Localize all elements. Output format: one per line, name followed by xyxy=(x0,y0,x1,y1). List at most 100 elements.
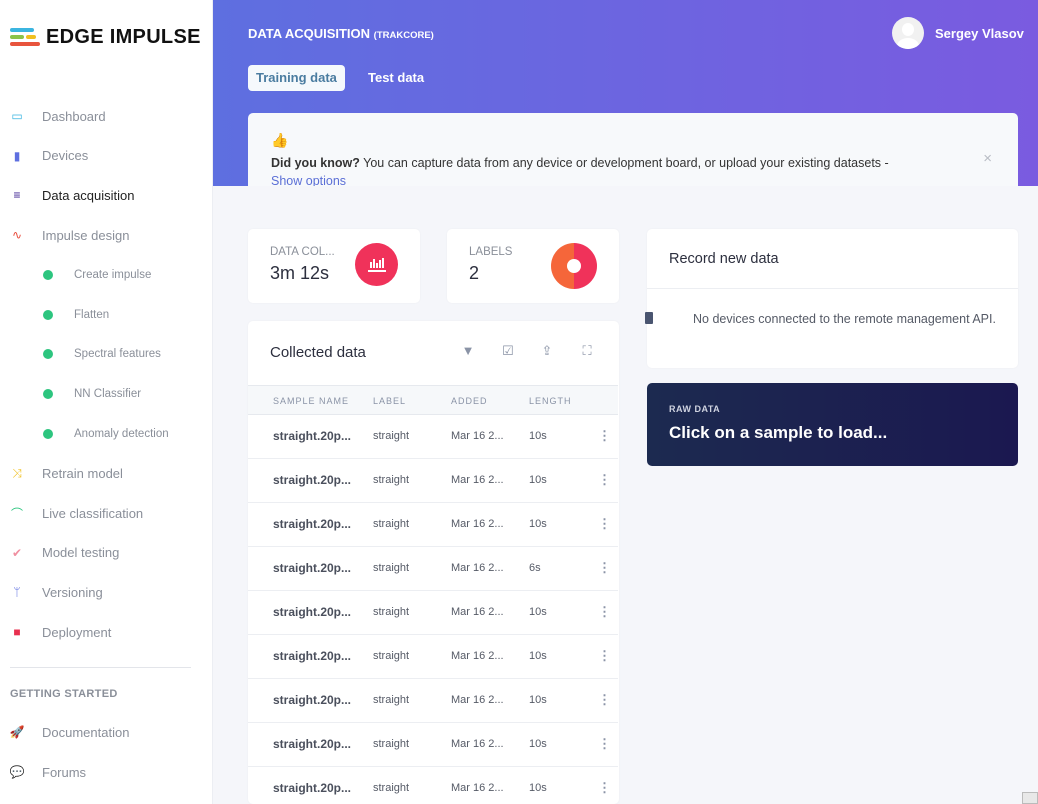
tab-training-data[interactable]: Training data xyxy=(248,65,345,91)
sidebar-item-dashboard[interactable]: ▭ Dashboard xyxy=(0,101,213,131)
user-name[interactable]: Sergey Vlasov xyxy=(935,26,1024,41)
table-row[interactable]: straight.20p... straight Mar 16 2... 6s … xyxy=(248,547,618,591)
chip-icon xyxy=(645,312,653,324)
sample-length: 10s xyxy=(529,474,547,486)
labels-card: LABELS 2 xyxy=(447,229,619,303)
label-slice xyxy=(574,243,597,289)
close-icon[interactable]: × xyxy=(983,150,992,167)
avatar[interactable] xyxy=(892,17,924,49)
sample-added: Mar 16 2... xyxy=(451,694,504,706)
sidebar-item-label: Dashboard xyxy=(42,108,106,124)
show-options-link[interactable]: Show options xyxy=(271,174,347,186)
banner-text: You can capture data from any device or … xyxy=(359,156,889,170)
raw-data-label: RAW DATA xyxy=(669,404,721,414)
logo[interactable]: EDGE IMPULSE xyxy=(10,26,201,49)
sidebar-item-data-acquisition[interactable]: ≡ Data acquisition xyxy=(0,180,213,210)
more-options-icon[interactable]: ⋮ xyxy=(598,780,611,795)
more-options-icon[interactable]: ⋮ xyxy=(598,736,611,751)
more-options-icon[interactable]: ⋮ xyxy=(598,516,611,531)
table-row[interactable]: straight.20p... straight Mar 16 2... 10s… xyxy=(248,459,618,503)
sample-label: straight xyxy=(373,430,410,442)
sidebar-item-create-impulse[interactable]: Create impulse xyxy=(0,260,213,290)
sidebar-item-label: Data acquisition xyxy=(42,187,135,203)
banner-heading: Did you know? xyxy=(271,156,360,170)
sample-label: straight xyxy=(373,650,410,662)
raw-data-panel: RAW DATA Click on a sample to load... xyxy=(647,383,1018,466)
sidebar-item-deployment[interactable]: ■ Deployment xyxy=(0,617,213,647)
sidebar-item-nn-classifier[interactable]: NN Classifier xyxy=(0,379,213,409)
sidebar-divider xyxy=(10,667,191,668)
sidebar-item-live-classification[interactable]: ⌒ Live classification xyxy=(0,498,213,528)
more-options-icon[interactable]: ⋮ xyxy=(598,648,611,663)
record-title: Record new data xyxy=(669,251,779,267)
filter-icon[interactable]: ▼ xyxy=(461,343,475,358)
comments-icon: 💬 xyxy=(9,765,25,779)
sidebar-item-retrain-model[interactable]: ⤨ Retrain model xyxy=(0,458,213,488)
sample-length: 10s xyxy=(529,606,547,618)
column-length[interactable]: LENGTH xyxy=(529,396,572,406)
check-square-icon[interactable]: ☑ xyxy=(502,343,514,358)
branch-icon: ᛘ xyxy=(13,585,21,600)
sample-label: straight xyxy=(373,518,410,530)
upload-icon[interactable]: ⇪ xyxy=(541,343,553,358)
sample-length: 10s xyxy=(529,782,547,794)
section-getting-started: GETTING STARTED xyxy=(10,688,118,700)
collected-data-card: Collected data ▼ ☑ ⇪ ⛶ SAMPLE NAME LABEL… xyxy=(248,321,619,804)
sample-name: straight.20p... xyxy=(273,605,352,619)
expand-icon[interactable]: ⛶ xyxy=(582,343,592,358)
column-added[interactable]: ADDED xyxy=(451,396,488,406)
sidebar-item-label: Model testing xyxy=(42,545,120,561)
table-row[interactable]: straight.20p... straight Mar 16 2... 10s… xyxy=(248,635,618,679)
labels-value: 2 xyxy=(469,263,480,283)
sample-length: 10s xyxy=(529,430,547,442)
table-row[interactable]: straight.20p... straight Mar 16 2... 10s… xyxy=(248,767,618,804)
bezier-icon: ⌒ xyxy=(10,506,23,521)
column-label[interactable]: LABEL xyxy=(373,396,407,406)
more-options-icon[interactable]: ⋮ xyxy=(598,472,611,487)
sample-name: straight.20p... xyxy=(273,649,352,663)
table-row[interactable]: straight.20p... straight Mar 16 2... 10s… xyxy=(248,679,618,723)
sample-label: straight xyxy=(373,694,410,706)
table-row[interactable]: straight.20p... straight Mar 16 2... 10s… xyxy=(248,503,618,547)
sidebar-item-model-testing[interactable]: ✔ Model testing xyxy=(0,538,213,568)
sidebar-item-label: Create impulse xyxy=(74,268,152,281)
sidebar-item-label: Spectral features xyxy=(74,348,161,361)
sample-name: straight.20p... xyxy=(273,781,352,795)
sidebar-item-spectral-features[interactable]: Spectral features xyxy=(0,339,213,369)
table-row[interactable]: straight.20p... straight Mar 16 2... 10s… xyxy=(248,591,618,635)
sidebar-item-versioning[interactable]: ᛘ Versioning xyxy=(0,577,213,607)
table-row[interactable]: straight.20p... straight Mar 16 2... 10s… xyxy=(248,415,618,459)
more-options-icon[interactable]: ⋮ xyxy=(598,428,611,443)
table-row[interactable]: straight.20p... straight Mar 16 2... 10s… xyxy=(248,723,618,767)
table-header: SAMPLE NAME LABEL ADDED LENGTH xyxy=(248,385,618,415)
shuffle-icon: ⤨ xyxy=(12,465,22,480)
tab-test-data[interactable]: Test data xyxy=(368,70,425,85)
sample-name: straight.20p... xyxy=(273,561,352,575)
more-options-icon[interactable]: ⋮ xyxy=(598,604,611,619)
sidebar-item-anomaly-detection[interactable]: Anomaly detection xyxy=(0,419,213,449)
brand-name: EDGE IMPULSE xyxy=(46,26,201,48)
more-options-icon[interactable]: ⋮ xyxy=(598,560,611,575)
did-you-know-banner: 👍 Did you know? You can capture data fro… xyxy=(248,113,1018,186)
sample-added: Mar 16 2... xyxy=(451,738,504,750)
bar-chart-icon xyxy=(355,243,398,286)
labels-donut-chart xyxy=(551,243,597,289)
sample-length: 10s xyxy=(529,694,547,706)
column-sample-name[interactable]: SAMPLE NAME xyxy=(273,396,350,406)
sidebar-item-impulse-design[interactable]: ∿ Impulse design xyxy=(0,220,213,250)
more-options-icon[interactable]: ⋮ xyxy=(598,692,611,707)
sample-name: straight.20p... xyxy=(273,429,352,443)
sample-length: 10s xyxy=(529,650,547,662)
cube-icon: ■ xyxy=(13,625,21,640)
sidebar-link-documentation[interactable]: 🚀 Documentation xyxy=(9,724,130,740)
sample-name: straight.20p... xyxy=(273,517,352,531)
data-collected-card: DATA COL... 3m 12s xyxy=(248,229,420,303)
sample-label: straight xyxy=(373,562,410,574)
sample-added: Mar 16 2... xyxy=(451,430,504,442)
sidebar-link-forums[interactable]: 💬 Forums xyxy=(9,764,87,780)
no-devices-message: No devices connected to the remote manag… xyxy=(645,311,999,328)
sidebar-item-flatten[interactable]: Flatten xyxy=(0,300,213,330)
sidebar-item-devices[interactable]: ▮ Devices xyxy=(0,141,213,171)
sidebar-item-label: Live classification xyxy=(42,505,144,521)
resize-icon[interactable] xyxy=(1022,792,1038,804)
